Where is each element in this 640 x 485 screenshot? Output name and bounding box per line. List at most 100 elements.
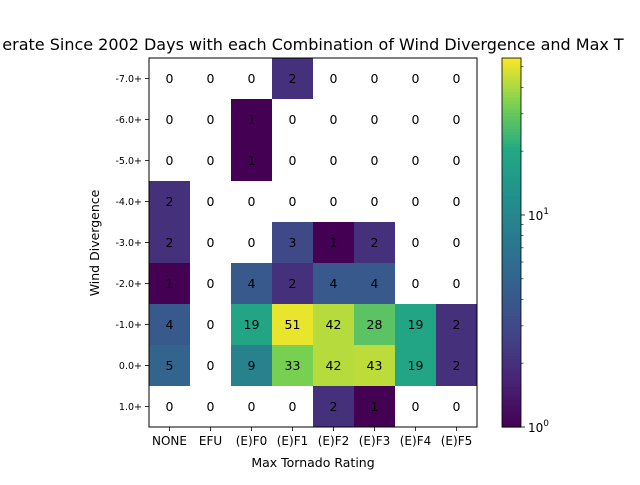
colorbar-segment <box>502 328 521 333</box>
colorbar-segment <box>502 211 521 216</box>
cell-value-label: 0 <box>166 399 174 414</box>
colorbar-segment <box>502 408 521 413</box>
cell-value-label: 0 <box>453 112 461 127</box>
colorbar-tick-label: 101 <box>528 207 549 223</box>
cell-value-label: 0 <box>207 153 215 168</box>
heatmap-cell <box>190 181 232 223</box>
colorbar-segment <box>502 270 521 274</box>
heatmap-cell <box>231 304 273 346</box>
cell-value-label: 0 <box>453 399 461 414</box>
colorbar-segment <box>502 85 521 90</box>
colorbar-segment <box>502 396 521 400</box>
colorbar-segment <box>502 236 521 241</box>
heatmap-cell <box>395 345 437 387</box>
colorbar-segment <box>502 73 521 78</box>
colorbar-segment <box>502 162 521 167</box>
cell-value-label: 2 <box>453 317 461 332</box>
heatmap-cell <box>436 140 478 182</box>
heatmap-cell <box>436 263 478 305</box>
heatmap-cell <box>395 181 437 223</box>
colorbar-segment <box>502 325 521 330</box>
colorbar-segment <box>502 390 521 394</box>
chart-title: erate Since 2002 Days with each Combinat… <box>2 35 624 54</box>
cell-value-label: 42 <box>326 317 342 332</box>
colorbar-segment <box>502 340 521 345</box>
cell-value-label: 0 <box>289 399 297 414</box>
colorbar-segment <box>502 141 521 145</box>
colorbar-segment <box>502 184 521 188</box>
colorbar-segment <box>502 61 521 65</box>
colorbar-segment <box>502 248 521 253</box>
cell-value-label: 0 <box>166 153 174 168</box>
cell-value-label: 1 <box>166 276 174 291</box>
cell-value-label: 0 <box>412 235 420 250</box>
x-tick-label: (E)F3 <box>359 434 390 448</box>
colorbar-segment <box>502 316 521 320</box>
heatmap-cell <box>313 140 355 182</box>
colorbar-segment <box>502 264 521 268</box>
colorbar-segment <box>502 313 521 317</box>
colorbar-segment <box>502 110 521 114</box>
colorbar-segment <box>502 119 521 124</box>
cell-value-label: 19 <box>408 358 424 373</box>
y-tick-label: -4.0+ <box>116 197 143 208</box>
colorbar-segment <box>502 242 521 247</box>
colorbar-segment <box>502 190 521 194</box>
heatmap-cell <box>272 345 314 387</box>
cell-value-label: 42 <box>326 358 342 373</box>
colorbar-segment <box>502 144 521 148</box>
colorbar-segment <box>502 273 521 277</box>
heatmap-cell <box>354 304 396 346</box>
colorbar-segment <box>502 137 521 142</box>
colorbar-segment <box>502 227 521 231</box>
heatmap-cell <box>354 386 396 428</box>
heatmap-cell <box>395 263 437 305</box>
cell-value-label: 0 <box>207 276 215 291</box>
heatmap-cell <box>313 181 355 223</box>
colorbar-segment <box>502 260 521 265</box>
cell-value-label: 0 <box>453 276 461 291</box>
cell-value-label: 0 <box>330 153 338 168</box>
cell-value-label: 0 <box>330 71 338 86</box>
heatmap-cell <box>272 304 314 346</box>
heatmap-cell <box>395 58 437 100</box>
colorbar-segment <box>502 220 521 225</box>
cell-value-label: 4 <box>248 276 256 291</box>
colorbar-segment <box>502 202 521 207</box>
cell-value-label: 1 <box>330 235 338 250</box>
y-tick-label: -1.0+ <box>116 320 143 331</box>
y-tick-label: -5.0+ <box>116 156 143 167</box>
heatmap-cell <box>436 99 478 141</box>
colorbar-segment <box>502 224 521 228</box>
x-tick-label: (E)F4 <box>400 434 431 448</box>
cell-value-label: 1 <box>371 399 379 414</box>
cell-value-label: 0 <box>412 112 420 127</box>
heatmap-cell <box>149 304 191 346</box>
heatmap-cell <box>436 222 478 264</box>
colorbar-segment <box>502 319 521 324</box>
colorbar-segment <box>502 254 521 259</box>
heatmap-cell <box>313 99 355 141</box>
cell-value-label: 0 <box>412 71 420 86</box>
heatmap-cell <box>231 140 273 182</box>
colorbar-segment <box>502 356 521 360</box>
cell-value-label: 33 <box>285 358 301 373</box>
heatmap-cell <box>190 58 232 100</box>
x-axis-ticks: NONE EFU (E)F0 (E)F1 (E)F2 (E)F3 (E)F4 (E)F5 <box>152 427 472 448</box>
heatmap-cell <box>272 386 314 428</box>
cell-value-label: 0 <box>207 194 215 209</box>
colorbar-segment <box>502 217 521 222</box>
colorbar-segment <box>502 171 521 176</box>
colorbar-segment <box>502 94 521 99</box>
colorbar-segment <box>502 76 521 81</box>
colorbar-segment <box>502 257 521 262</box>
x-tick-label: (E)F5 <box>441 434 472 448</box>
colorbar-segment <box>502 147 521 151</box>
cell-value-label: 0 <box>207 399 215 414</box>
heatmap-cell <box>231 181 273 223</box>
heatmap-cell-labels: 0 0 0 2 0 0 0 0 0 0 1 0 0 0 0 0 0 0 1 0 0 0 0 0 2 0 0 0 0 0 0 0 2 0 0 3 1 2 0 0… <box>166 71 461 414</box>
cell-value-label: 0 <box>248 194 256 209</box>
cell-value-label: 3 <box>289 235 297 250</box>
heatmap-cell <box>231 263 273 305</box>
colorbar-segment <box>502 337 521 342</box>
